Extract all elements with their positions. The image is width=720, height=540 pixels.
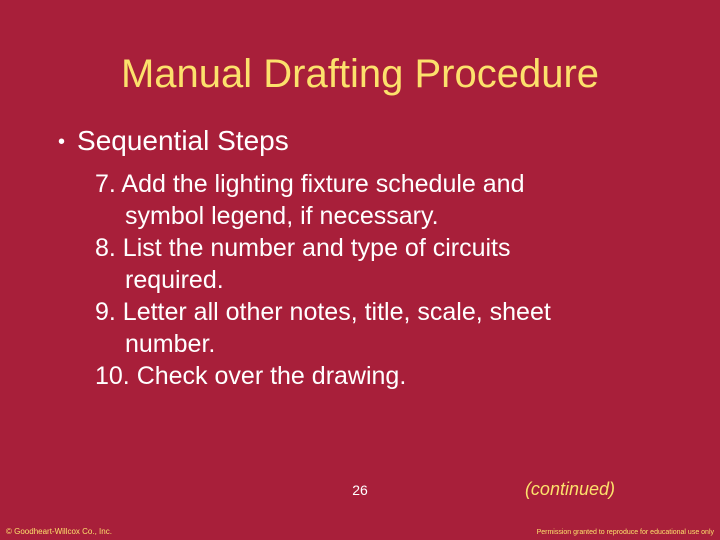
step-7-line2: symbol legend, if necessary.	[95, 201, 670, 233]
step-10: 10. Check over the drawing.	[95, 361, 670, 393]
step-9-line1: 9. Letter all other notes, title, scale,…	[95, 297, 670, 329]
steps-list: 7. Add the lighting fixture schedule and…	[0, 157, 720, 393]
step-8-line1: 8. List the number and type of circuits	[95, 233, 670, 265]
slide-title: Manual Drafting Procedure	[0, 0, 720, 97]
copyright-text: © Goodheart-Willcox Co., Inc.	[6, 527, 112, 536]
step-8-line2: required.	[95, 265, 670, 297]
bullet-icon: •	[58, 131, 65, 154]
permission-text: Permission granted to reproduce for educ…	[537, 529, 714, 536]
page-number: 26	[352, 482, 368, 498]
step-9-line2: number.	[95, 329, 670, 361]
step-7-line1: 7. Add the lighting fixture schedule and	[95, 169, 670, 201]
continued-label: (continued)	[525, 479, 615, 500]
subtitle-row: • Sequential Steps	[0, 97, 720, 157]
subtitle-text: Sequential Steps	[77, 125, 289, 156]
